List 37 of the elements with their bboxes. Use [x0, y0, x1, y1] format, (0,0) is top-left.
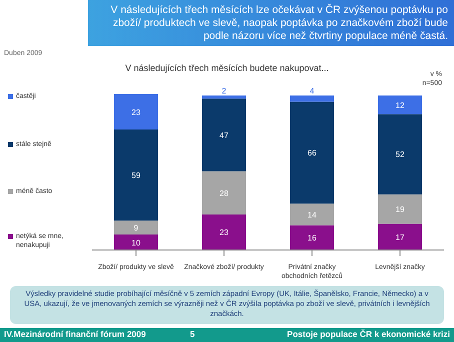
data-label: 23: [132, 108, 141, 117]
data-label: 9: [134, 224, 139, 233]
data-label: 66: [308, 148, 317, 158]
bar: [290, 102, 334, 204]
data-label: 17: [396, 232, 405, 242]
data-label: 59: [132, 171, 141, 180]
bar: [114, 234, 158, 250]
data-label: 2: [222, 86, 227, 96]
bar: [202, 96, 246, 99]
bar: [114, 130, 158, 221]
data-label: 23: [220, 228, 229, 238]
bar: [114, 94, 158, 130]
data-label: 16: [308, 234, 317, 243]
bar: [202, 171, 246, 214]
bar: [202, 98, 246, 172]
data-label: 19: [396, 205, 405, 214]
bar: [378, 114, 422, 194]
data-label: 14: [308, 210, 317, 220]
chart-title: V následujících třech měsících lze očekávat v ČR zvýšenou poptávku po zboží/ produktech ve slevě, naopak poptávka po značkovém zboží bude podle názoru více než čtvrtiny populace méně častá.: [88, 0, 454, 46]
bar: [378, 224, 422, 250]
data-label: 12: [396, 100, 405, 110]
bar: [290, 96, 334, 102]
bar: [202, 214, 246, 250]
text: IV.Mezinárodní finanční fórum 2009: [4, 329, 146, 339]
bar: [290, 204, 334, 226]
bar: [114, 220, 158, 235]
data-label: 4: [310, 86, 315, 96]
bar: [378, 96, 422, 114]
data-label: 52: [396, 150, 405, 160]
data-label: 10: [132, 238, 141, 248]
bar: [378, 194, 422, 224]
text: 5: [190, 329, 195, 339]
text: Postoje populace ČR k ekonomické krizi: [287, 329, 450, 339]
chart-subtitle: V následujících třech měsících budete nakupovat...: [125, 63, 329, 73]
bar: [290, 225, 334, 250]
data-label: 28: [220, 188, 229, 198]
data-label: 47: [220, 130, 229, 140]
